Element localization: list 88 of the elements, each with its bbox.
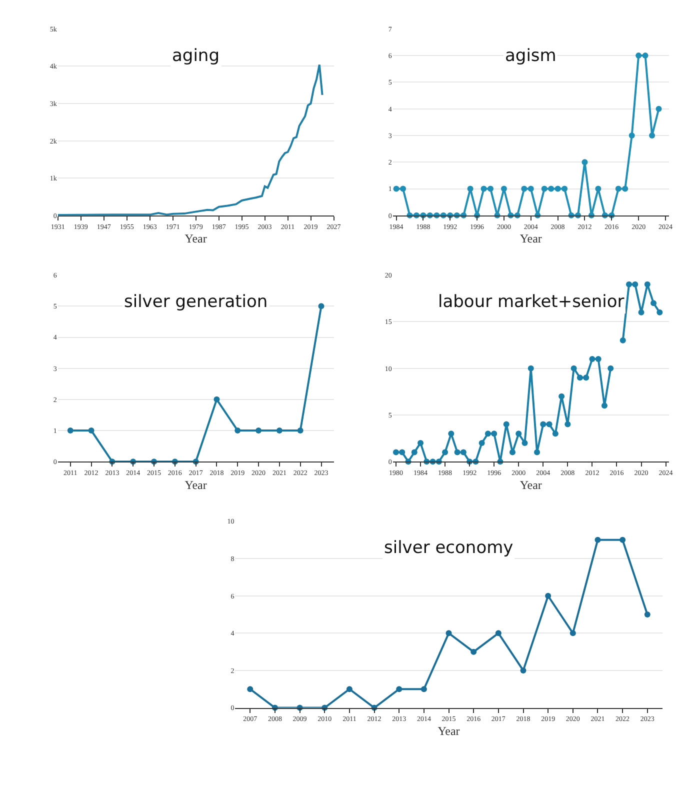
point bbox=[620, 337, 626, 344]
text: silver generation bbox=[124, 292, 268, 312]
point bbox=[644, 281, 650, 288]
point bbox=[595, 186, 602, 192]
point bbox=[554, 186, 561, 192]
point bbox=[558, 393, 565, 400]
point bbox=[460, 449, 466, 456]
point bbox=[516, 430, 522, 437]
point bbox=[247, 686, 254, 692]
point bbox=[546, 421, 552, 428]
point bbox=[562, 186, 568, 192]
text: silver economy bbox=[384, 538, 514, 558]
point bbox=[615, 186, 622, 192]
point bbox=[564, 421, 571, 428]
point bbox=[534, 449, 540, 456]
point bbox=[276, 428, 282, 434]
point bbox=[503, 421, 510, 428]
point bbox=[442, 449, 448, 456]
point bbox=[628, 132, 635, 138]
point bbox=[528, 186, 534, 192]
point bbox=[589, 356, 596, 362]
point bbox=[318, 303, 324, 310]
point bbox=[491, 430, 498, 437]
point bbox=[650, 300, 657, 306]
point bbox=[488, 186, 494, 192]
point bbox=[540, 421, 546, 428]
x-axis-title: Year bbox=[520, 232, 542, 246]
point bbox=[636, 52, 642, 59]
line-series bbox=[58, 64, 324, 216]
point bbox=[656, 309, 663, 316]
point bbox=[392, 449, 399, 456]
point bbox=[400, 186, 406, 192]
point bbox=[454, 449, 460, 456]
point bbox=[620, 536, 626, 543]
point bbox=[570, 365, 577, 372]
x-axis-title: Year bbox=[438, 724, 460, 738]
point bbox=[393, 186, 400, 192]
text: aging bbox=[172, 46, 220, 66]
text: labour market+senior bbox=[438, 292, 624, 312]
point bbox=[520, 667, 526, 674]
point bbox=[595, 356, 602, 362]
point bbox=[420, 686, 427, 692]
point bbox=[521, 186, 528, 192]
point bbox=[346, 686, 352, 692]
point bbox=[256, 428, 262, 434]
point bbox=[545, 592, 552, 599]
point bbox=[396, 686, 402, 692]
point bbox=[411, 449, 418, 456]
point bbox=[632, 281, 638, 288]
point bbox=[418, 440, 424, 446]
point bbox=[509, 449, 516, 456]
point bbox=[644, 612, 650, 618]
point bbox=[608, 365, 614, 372]
point bbox=[541, 186, 548, 192]
point bbox=[500, 186, 507, 192]
point bbox=[570, 630, 576, 636]
point bbox=[214, 396, 220, 402]
point bbox=[656, 106, 662, 112]
point bbox=[67, 428, 74, 434]
point bbox=[399, 449, 406, 456]
point bbox=[638, 309, 644, 316]
point bbox=[234, 428, 241, 434]
point bbox=[478, 440, 485, 446]
x-axis-title: Year bbox=[184, 478, 207, 492]
point bbox=[88, 428, 94, 434]
point bbox=[495, 630, 502, 636]
point bbox=[484, 430, 491, 437]
point bbox=[470, 648, 477, 655]
x-axis-title: Year bbox=[520, 478, 542, 492]
point bbox=[582, 159, 588, 166]
point bbox=[467, 186, 474, 192]
point bbox=[642, 52, 648, 59]
point bbox=[622, 186, 628, 192]
point bbox=[548, 186, 554, 192]
x-axis-title: Year bbox=[184, 232, 207, 246]
point bbox=[594, 536, 601, 543]
text: agism bbox=[505, 46, 556, 66]
point bbox=[649, 132, 656, 138]
point bbox=[297, 428, 304, 434]
point bbox=[480, 186, 487, 192]
point bbox=[576, 374, 583, 381]
point bbox=[583, 374, 590, 381]
point bbox=[552, 430, 558, 437]
point bbox=[522, 440, 528, 446]
point bbox=[446, 630, 452, 636]
point bbox=[528, 365, 534, 372]
point bbox=[626, 281, 632, 288]
point bbox=[601, 402, 608, 409]
